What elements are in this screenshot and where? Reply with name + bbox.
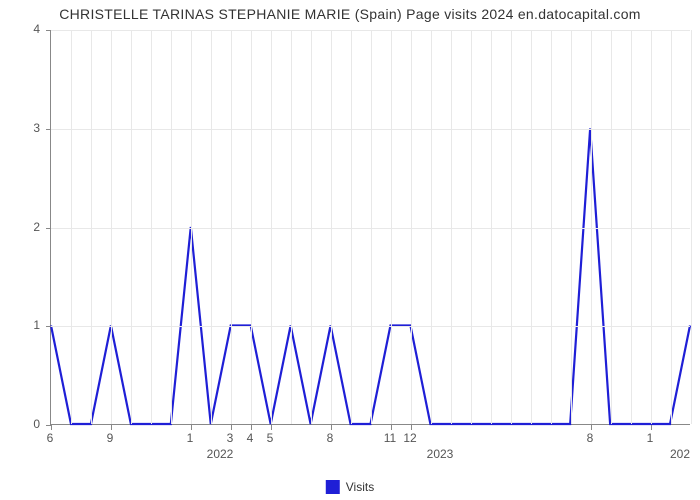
grid-line-v <box>591 30 592 424</box>
grid-line-v <box>411 30 412 424</box>
grid-line-v <box>691 30 692 424</box>
legend-label: Visits <box>346 480 374 494</box>
x-year-label: 2022 <box>207 447 234 461</box>
x-tick-mark <box>51 425 52 430</box>
grid-line-v <box>611 30 612 424</box>
grid-line-v <box>191 30 192 424</box>
grid-line-v <box>71 30 72 424</box>
x-tick-mark <box>111 425 112 430</box>
grid-line-v <box>391 30 392 424</box>
legend: Visits <box>326 480 374 494</box>
y-tick-label: 1 <box>0 318 40 332</box>
chart-container: CHRISTELLE TARINAS STEPHANIE MARIE (Spai… <box>0 0 700 500</box>
plot-area <box>50 30 690 425</box>
grid-line-v <box>291 30 292 424</box>
grid-line-v <box>91 30 92 424</box>
x-tick-mark <box>591 425 592 430</box>
x-tick-label: 8 <box>327 431 334 445</box>
grid-line-v <box>171 30 172 424</box>
grid-line-v <box>431 30 432 424</box>
x-year-label: 2023 <box>427 447 454 461</box>
y-tick-label: 4 <box>0 22 40 36</box>
x-year-label: 202 <box>670 447 690 461</box>
y-tick-label: 0 <box>0 417 40 431</box>
x-tick-label: 1 <box>187 431 194 445</box>
grid-line-v <box>331 30 332 424</box>
x-tick-label: 9 <box>107 431 114 445</box>
grid-line-v <box>151 30 152 424</box>
x-tick-mark <box>191 425 192 430</box>
grid-line-v <box>671 30 672 424</box>
grid-line-v <box>451 30 452 424</box>
chart-title: CHRISTELLE TARINAS STEPHANIE MARIE (Spai… <box>0 6 700 22</box>
x-tick-label: 6 <box>47 431 54 445</box>
grid-line-v <box>111 30 112 424</box>
x-tick-mark <box>411 425 412 430</box>
x-tick-mark <box>391 425 392 430</box>
y-tick-mark <box>46 228 51 229</box>
x-tick-mark <box>271 425 272 430</box>
grid-line-v <box>471 30 472 424</box>
x-tick-label: 11 <box>384 431 396 445</box>
x-tick-label: 5 <box>267 431 274 445</box>
grid-line-v <box>251 30 252 424</box>
x-tick-mark <box>231 425 232 430</box>
grid-line-v <box>231 30 232 424</box>
grid-line-v <box>271 30 272 424</box>
grid-line-v <box>371 30 372 424</box>
y-tick-mark <box>46 30 51 31</box>
x-tick-label: 8 <box>587 431 594 445</box>
grid-line-v <box>351 30 352 424</box>
y-tick-label: 2 <box>0 220 40 234</box>
x-tick-mark <box>251 425 252 430</box>
x-tick-mark <box>331 425 332 430</box>
x-tick-mark <box>651 425 652 430</box>
grid-line-v <box>631 30 632 424</box>
grid-line-v <box>511 30 512 424</box>
grid-line-v <box>311 30 312 424</box>
y-tick-label: 3 <box>0 121 40 135</box>
x-tick-label: 1 <box>647 431 654 445</box>
grid-line-v <box>571 30 572 424</box>
x-tick-label: 12 <box>403 431 416 445</box>
grid-line-v <box>131 30 132 424</box>
x-tick-label: 3 <box>227 431 234 445</box>
x-tick-label: 4 <box>247 431 254 445</box>
grid-line-v <box>551 30 552 424</box>
grid-line-v <box>531 30 532 424</box>
y-tick-mark <box>46 129 51 130</box>
legend-swatch <box>326 480 340 494</box>
grid-line-v <box>211 30 212 424</box>
y-tick-mark <box>46 326 51 327</box>
grid-line-v <box>491 30 492 424</box>
grid-line-v <box>651 30 652 424</box>
